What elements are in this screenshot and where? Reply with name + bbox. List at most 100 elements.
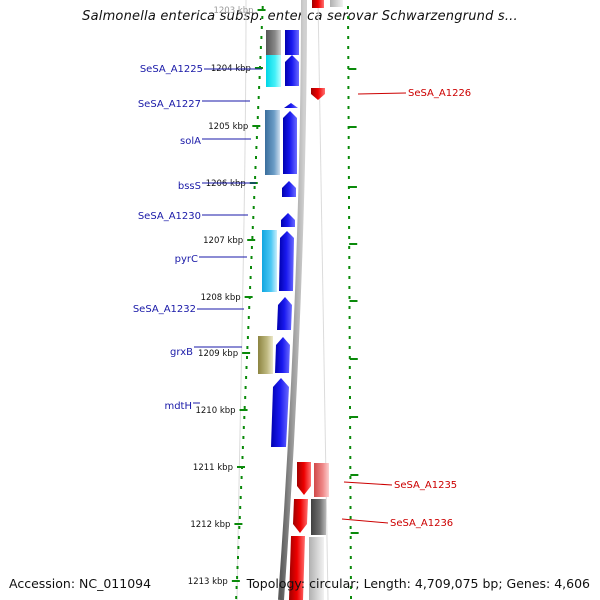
- gc-dot: [257, 106, 260, 109]
- gc-dash: [348, 186, 357, 188]
- gene-label-forward: SeSA_A1232: [133, 304, 196, 315]
- genome-backbone: [278, 0, 307, 600]
- gc-dot: [242, 436, 245, 439]
- gc-dot: [349, 576, 352, 579]
- gc-dot: [347, 36, 350, 39]
- gene-arrow-forward: [285, 55, 299, 86]
- gene-arrow-forward: [281, 213, 295, 227]
- gc-dot: [349, 476, 352, 479]
- gc-dot: [349, 496, 352, 499]
- gc-dash: [349, 358, 358, 360]
- gc-dot: [348, 296, 351, 299]
- gc-dash: [350, 474, 359, 476]
- tick-mark: [236, 466, 245, 468]
- gc-dot: [348, 226, 351, 229]
- tick-mark: [244, 296, 253, 298]
- gc-dot: [347, 106, 350, 109]
- feature-block: [258, 336, 273, 374]
- tick-mark: [239, 409, 248, 411]
- feature-block: [265, 110, 280, 175]
- reverse-genes[interactable]: [289, 0, 343, 600]
- gc-dot: [350, 596, 352, 599]
- gc-dash: [349, 300, 358, 302]
- gc-dot: [239, 506, 242, 509]
- gc-dot: [348, 236, 351, 239]
- gc-dot: [256, 116, 259, 119]
- gc-dot: [246, 356, 248, 359]
- gene-arrow-forward: [285, 30, 299, 55]
- gene-arrow-reverse: [297, 462, 311, 495]
- forward-gene-labels[interactable]: SeSA_A1225 SeSA_A1227 solA bssS SeSA_A1230py…: [133, 64, 262, 412]
- gc-dot: [251, 236, 254, 239]
- gc-dot: [349, 426, 352, 429]
- gc-dot: [347, 166, 350, 169]
- gc-dot: [349, 486, 352, 489]
- gc-dot: [347, 126, 350, 129]
- gc-dot: [255, 146, 258, 149]
- feature-block: [262, 230, 277, 292]
- feature-block: [266, 55, 281, 87]
- gc-dot: [259, 56, 262, 59]
- gc-dot: [348, 326, 351, 329]
- tick-label: 1210 kbp: [195, 406, 235, 416]
- gc-skew-tracks: [235, 6, 359, 599]
- gc-dot: [252, 216, 255, 219]
- gc-dot: [348, 256, 351, 259]
- gc-dot: [250, 246, 253, 249]
- gc-dot: [349, 456, 352, 459]
- gene-label-connector: [341, 518, 389, 524]
- gc-dash: [348, 68, 357, 70]
- gc-dot: [349, 506, 352, 509]
- gc-dot: [348, 216, 351, 219]
- gene-arrow-forward: [279, 231, 294, 291]
- gc-dot: [242, 426, 245, 429]
- tick-label: 1208 kbp: [201, 293, 241, 303]
- gene-label-forward: grxB: [170, 347, 193, 358]
- gene-arrow-forward: [283, 111, 297, 174]
- reverse-gene-labels[interactable]: SeSA_A1226 SeSA_A1235 SeSA_A1236: [341, 88, 471, 529]
- gene-label-forward: pyrC: [175, 254, 198, 265]
- tick-mark: [257, 9, 266, 11]
- gc-dot: [347, 116, 350, 119]
- gene-label-connector: [343, 481, 393, 486]
- gc-dash: [348, 126, 357, 128]
- tick-label: 1207 kbp: [203, 236, 243, 246]
- gc-dot: [255, 136, 258, 139]
- tick-label: 1211 kbp: [193, 463, 233, 473]
- gc-dash: [350, 532, 359, 534]
- gc-dot: [253, 196, 256, 199]
- gene-label-forward: bssS: [178, 181, 201, 192]
- gene-arrow-forward: [277, 297, 292, 330]
- gc-dot: [243, 406, 246, 409]
- gc-dot: [240, 476, 243, 479]
- gc-dot: [349, 546, 352, 549]
- gc-dot: [259, 46, 262, 49]
- gc-dot: [348, 316, 351, 319]
- gc-dot: [348, 356, 351, 359]
- gc-dot: [347, 86, 350, 89]
- gc-dot: [349, 526, 352, 529]
- gc-dot: [349, 516, 352, 519]
- gc-dot: [246, 346, 249, 349]
- gene-label-forward: SeSA_A1225: [140, 64, 203, 75]
- tick-mark: [252, 125, 261, 127]
- tick-label: 1213 kbp: [188, 577, 228, 587]
- gene-label-connector: [357, 92, 407, 95]
- gc-dot: [348, 346, 351, 349]
- gc-dot: [245, 366, 248, 369]
- gc-dot: [258, 86, 261, 89]
- outer-guide-right: [317, 0, 329, 600]
- gc-dot: [237, 546, 240, 549]
- genome-title: Salmonella enterica subsp. enterica sero…: [82, 9, 518, 24]
- gene-label-forward: SeSA_A1227: [138, 99, 201, 110]
- gc-dot: [236, 576, 239, 579]
- gc-dot: [261, 16, 264, 19]
- forward-genes[interactable]: [271, 30, 299, 447]
- gc-dot: [250, 256, 253, 259]
- gc-dot: [347, 26, 350, 29]
- feature-block: [309, 537, 324, 600]
- gc-dot: [250, 266, 252, 269]
- gc-dot: [241, 456, 244, 459]
- gc-dot: [253, 186, 256, 189]
